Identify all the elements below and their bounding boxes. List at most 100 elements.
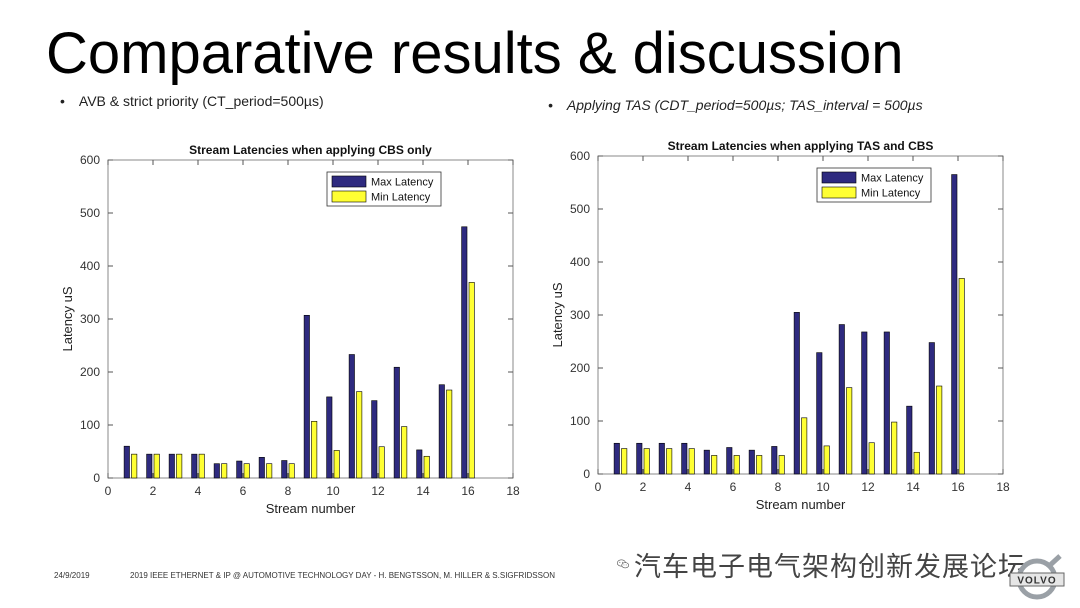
- bullet-tas-text: Applying TAS (CDT_period=500µs; TAS_inte…: [566, 97, 923, 113]
- y-tick-label: 400: [80, 259, 100, 273]
- bar-max-latency: [438, 384, 445, 479]
- bar-max-latency: [748, 449, 755, 475]
- bar-max-latency: [326, 396, 333, 479]
- plot-frame: [597, 155, 1004, 475]
- y-tick-label: 600: [80, 153, 100, 167]
- logo-text: VOLVO: [1017, 576, 1056, 587]
- chart-tas-and-cbs: Stream Latencies when applying TAS and C…: [550, 139, 1010, 512]
- bar-max-latency: [461, 226, 468, 479]
- bar-min-latency: [801, 417, 808, 475]
- legend-label-max: Max Latency: [861, 173, 924, 185]
- bar-max-latency: [883, 331, 890, 475]
- bar-min-latency: [131, 453, 138, 479]
- x-tick-label: 10: [816, 480, 830, 494]
- bar-max-latency: [838, 324, 845, 475]
- x-tick-label: 14: [906, 480, 920, 494]
- bar-min-latency: [823, 445, 830, 475]
- bar-max-latency: [636, 442, 643, 475]
- bar-max-latency: [303, 314, 310, 479]
- x-tick-label: 8: [775, 480, 782, 494]
- bar-min-latency: [311, 420, 318, 479]
- x-tick-label: 4: [195, 484, 202, 498]
- watermark-text: 汽车电子电气架构创新发展论坛: [634, 551, 1026, 583]
- x-tick-label: 18: [996, 480, 1010, 494]
- x-tick-label: 2: [640, 480, 647, 494]
- bar-min-latency: [333, 450, 340, 479]
- footer-conference: 2019 IEEE ETHERNET & IP @ AUTOMOTIVE TEC…: [130, 571, 555, 580]
- bar-min-latency: [666, 448, 673, 475]
- x-tick-label: 16: [951, 480, 965, 494]
- bar-max-latency: [236, 460, 243, 479]
- plot-frame: [107, 159, 514, 479]
- bar-max-latency: [168, 453, 175, 479]
- x-tick-label: 16: [461, 484, 475, 498]
- x-tick-label: 8: [285, 484, 292, 498]
- legend-label-min: Min Latency: [371, 192, 431, 204]
- bar-max-latency: [951, 174, 958, 475]
- bar-max-latency: [681, 442, 688, 475]
- legend-swatch-min: [821, 186, 857, 199]
- chart-title: Stream Latencies when applying CBS only: [189, 143, 432, 157]
- legend-swatch-max: [331, 175, 367, 188]
- y-axis-label: Latency uS: [60, 286, 75, 351]
- bar-max-latency: [726, 447, 733, 475]
- y-tick-label: 0: [93, 471, 100, 485]
- bar-min-latency: [778, 455, 785, 475]
- x-tick-label: 4: [685, 480, 692, 494]
- x-tick-label: 10: [326, 484, 340, 498]
- bar-max-latency: [416, 449, 423, 479]
- x-axis-label: Stream number: [756, 497, 846, 512]
- bar-max-latency: [348, 354, 355, 479]
- bar-min-latency: [446, 389, 453, 479]
- bar-min-latency: [913, 451, 920, 475]
- y-tick-label: 500: [80, 206, 100, 220]
- x-axis-label: Stream number: [266, 501, 356, 516]
- bar-min-latency: [711, 455, 718, 475]
- x-tick-label: 0: [105, 484, 112, 498]
- wechat-watermark: 汽车电子电气架构创新发展论坛: [616, 544, 1026, 584]
- bar-min-latency: [266, 463, 273, 479]
- bar-max-latency: [613, 442, 620, 475]
- y-tick-label: 100: [80, 418, 100, 432]
- bar-min-latency: [936, 385, 943, 475]
- bar-min-latency: [378, 446, 385, 479]
- y-tick-label: 300: [570, 308, 590, 322]
- bullet-tas: • Applying TAS (CDT_period=500µs; TAS_int…: [548, 97, 923, 113]
- bar-max-latency: [906, 405, 913, 475]
- chart-title: Stream Latencies when applying TAS and C…: [668, 139, 934, 153]
- bar-min-latency: [621, 448, 628, 475]
- bar-min-latency: [221, 463, 228, 479]
- bar-max-latency: [928, 342, 935, 475]
- bar-max-latency: [213, 463, 220, 479]
- bar-min-latency: [401, 426, 408, 479]
- legend-swatch-max: [821, 171, 857, 184]
- bar-min-latency: [468, 282, 475, 479]
- y-tick-label: 100: [570, 414, 590, 428]
- bullet-cbs: • AVB & strict priority (CT_period=500µs): [60, 93, 324, 109]
- bar-min-latency: [868, 442, 875, 475]
- bar-max-latency: [793, 312, 800, 475]
- x-tick-label: 6: [730, 480, 737, 494]
- y-tick-label: 0: [583, 467, 590, 481]
- bar-max-latency: [191, 453, 198, 479]
- bar-max-latency: [393, 366, 400, 479]
- x-tick-label: 14: [416, 484, 430, 498]
- bar-min-latency: [756, 455, 763, 475]
- y-tick-label: 500: [570, 202, 590, 216]
- bar-min-latency: [688, 448, 695, 475]
- bullet-marker: •: [60, 93, 65, 109]
- bullet-marker: •: [548, 97, 553, 113]
- bar-max-latency: [703, 449, 710, 475]
- x-tick-label: 18: [506, 484, 520, 498]
- bar-min-latency: [958, 278, 965, 475]
- volvo-logo-icon: VOLVO: [1009, 554, 1065, 600]
- x-tick-label: 0: [595, 480, 602, 494]
- slide-title: Comparative results & discussion: [46, 21, 904, 86]
- legend-label-max: Max Latency: [371, 177, 434, 189]
- bar-min-latency: [153, 453, 160, 479]
- bar-min-latency: [198, 453, 205, 479]
- y-tick-label: 600: [570, 149, 590, 163]
- bar-max-latency: [371, 400, 378, 479]
- bar-max-latency: [771, 446, 778, 475]
- bar-max-latency: [258, 457, 265, 479]
